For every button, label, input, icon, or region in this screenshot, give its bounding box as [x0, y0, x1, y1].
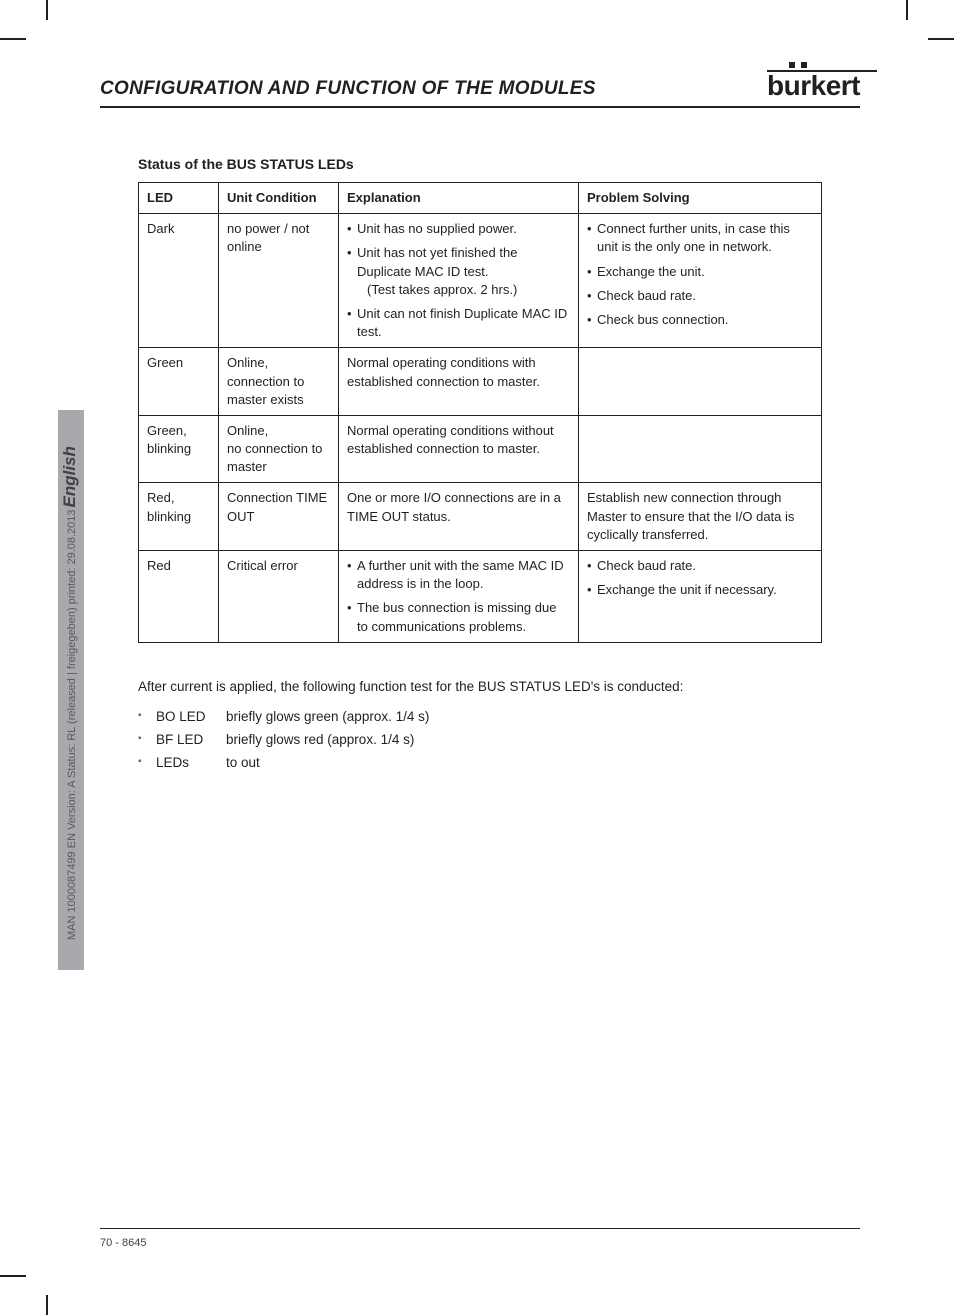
- function-desc: briefly glows green (approx. 1/4 s): [226, 709, 429, 724]
- table-row: Darkno power / not onlineUnit has no sup…: [139, 214, 822, 348]
- side-language-label: English: [60, 446, 79, 507]
- cell-condition: Connection TIME OUT: [219, 483, 339, 551]
- page-footer: 70 - 8645: [100, 1228, 860, 1249]
- logo-overline: [767, 70, 877, 72]
- col-header-led: LED: [139, 183, 219, 214]
- crop-mark: [46, 0, 48, 20]
- cell-condition: Online, connection to master exists: [219, 348, 339, 416]
- cell-condition: Critical error: [219, 551, 339, 643]
- crop-mark: [46, 1295, 48, 1315]
- cell-led: Red: [139, 551, 219, 643]
- side-meta-text: MAN 1000087499 EN Version: A Status: RL …: [60, 446, 80, 940]
- function-desc: briefly glows red (approx. 1/4 s): [226, 732, 414, 747]
- function-label: BF LED: [156, 732, 226, 747]
- solving-item: Exchange the unit.: [587, 263, 813, 281]
- cell-explanation: A further unit with the same MAC ID addr…: [339, 551, 579, 643]
- table-row: RedCritical errorA further unit with the…: [139, 551, 822, 643]
- col-header-condition: Unit Condition: [219, 183, 339, 214]
- table-caption: Status of the BUS STATUS LEDs: [138, 156, 822, 172]
- cell-led: Green, blinking: [139, 415, 219, 483]
- section-title: CONFIGURATION AND FUNCTION OF THE MODULE…: [100, 78, 596, 100]
- table-header-row: LED Unit Condition Explanation Problem S…: [139, 183, 822, 214]
- table-body: Darkno power / not onlineUnit has no sup…: [139, 214, 822, 643]
- cell-condition: no power / not online: [219, 214, 339, 348]
- function-label: LEDs: [156, 755, 226, 770]
- logo-text: burkert: [767, 72, 860, 100]
- logo-umlaut-dots: [789, 62, 807, 68]
- cell-led: Red, blinking: [139, 483, 219, 551]
- function-list-item: LEDsto out: [138, 755, 822, 770]
- explanation-item: Unit can not finish Duplicate MAC ID tes…: [347, 305, 570, 341]
- col-header-explanation: Explanation: [339, 183, 579, 214]
- solving-item: Check bus connection.: [587, 311, 813, 329]
- function-test-list: BO LEDbriefly glows green (approx. 1/4 s…: [138, 709, 822, 770]
- crop-mark: [0, 1275, 26, 1277]
- explanation-item: Unit has no supplied power.: [347, 220, 570, 238]
- function-desc: to out: [226, 755, 260, 770]
- explanation-item: The bus connection is missing due to com…: [347, 599, 570, 635]
- side-meta: MAN 1000087499 EN Version: A Status: RL …: [66, 509, 78, 940]
- explanation-item: Unit has not yet finished the Duplicate …: [347, 244, 570, 299]
- after-table-paragraph: After current is applied, the following …: [138, 677, 822, 697]
- table-row: Green, blinkingOnline,no connection to m…: [139, 415, 822, 483]
- cell-solving: Connect further units, in case this unit…: [579, 214, 822, 348]
- cell-condition: Online,no connection to master: [219, 415, 339, 483]
- cell-led: Green: [139, 348, 219, 416]
- solving-item: Check baud rate.: [587, 287, 813, 305]
- cell-solving: Establish new connection through Master …: [579, 483, 822, 551]
- brand-logo: burkert: [767, 62, 860, 100]
- solving-item: Exchange the unit if necessary.: [587, 581, 813, 599]
- function-label: BO LED: [156, 709, 226, 724]
- cell-explanation: One or more I/O connections are in a TIM…: [339, 483, 579, 551]
- col-header-solving: Problem Solving: [579, 183, 822, 214]
- body-content: Status of the BUS STATUS LEDs LED Unit C…: [100, 108, 860, 770]
- bus-status-table: LED Unit Condition Explanation Problem S…: [138, 182, 822, 643]
- function-list-item: BO LEDbriefly glows green (approx. 1/4 s…: [138, 709, 822, 724]
- page-header: CONFIGURATION AND FUNCTION OF THE MODULE…: [100, 62, 860, 108]
- function-list-item: BF LEDbriefly glows red (approx. 1/4 s): [138, 732, 822, 747]
- cell-explanation: Normal operating conditions without esta…: [339, 415, 579, 483]
- cell-led: Dark: [139, 214, 219, 348]
- cell-solving: Check baud rate. Exchange the unit if nec…: [579, 551, 822, 643]
- cell-explanation: Normal operating conditions with establi…: [339, 348, 579, 416]
- table-row: Red, blinkingConnection TIME OUTOne or m…: [139, 483, 822, 551]
- crop-mark: [906, 0, 908, 20]
- table-row: GreenOnline, connection to master exists…: [139, 348, 822, 416]
- solving-item: Check baud rate.: [587, 557, 813, 575]
- page-content: CONFIGURATION AND FUNCTION OF THE MODULE…: [100, 62, 860, 778]
- solving-item: Connect further units, in case this unit…: [587, 220, 813, 256]
- footer-text: 70 - 8645: [100, 1237, 146, 1249]
- cell-solving: [579, 348, 822, 416]
- explanation-item: A further unit with the same MAC ID addr…: [347, 557, 570, 593]
- cell-explanation: Unit has no supplied power. Unit has not …: [339, 214, 579, 348]
- crop-mark: [928, 38, 954, 40]
- cell-solving: [579, 415, 822, 483]
- crop-mark: [0, 38, 26, 40]
